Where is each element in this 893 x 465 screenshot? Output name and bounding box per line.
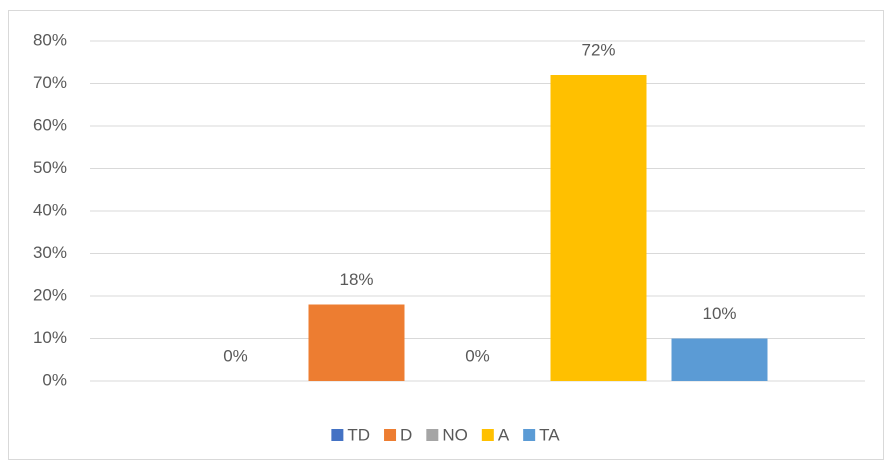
data-label: 0% (223, 346, 248, 365)
data-label: 72% (581, 40, 615, 59)
chart-border (8, 10, 884, 460)
legend-label: TD (347, 425, 370, 444)
y-tick-label: 60% (33, 115, 67, 134)
bar (550, 75, 647, 381)
bar (671, 338, 768, 381)
bar (308, 304, 405, 381)
legend-label: TA (539, 425, 560, 444)
y-tick-label: 10% (33, 328, 67, 347)
data-label: 18% (339, 270, 373, 289)
data-label: 0% (465, 346, 490, 365)
y-tick-label: 80% (33, 30, 67, 49)
legend-label: D (400, 425, 412, 444)
y-tick-label: 0% (42, 370, 67, 389)
legend-label: A (498, 425, 510, 444)
legend-swatch (523, 429, 536, 441)
data-label: 10% (702, 304, 736, 323)
y-tick-label: 20% (33, 285, 67, 304)
y-tick-label: 40% (33, 200, 67, 219)
legend-swatch (384, 429, 397, 441)
y-tick-label: 70% (33, 73, 67, 92)
legend-swatch (481, 429, 494, 441)
legend-swatch (426, 429, 439, 441)
legend-label: NO (442, 425, 468, 444)
y-tick-label: 50% (33, 158, 67, 177)
y-tick-label: 30% (33, 243, 67, 262)
legend-swatch (331, 429, 344, 441)
